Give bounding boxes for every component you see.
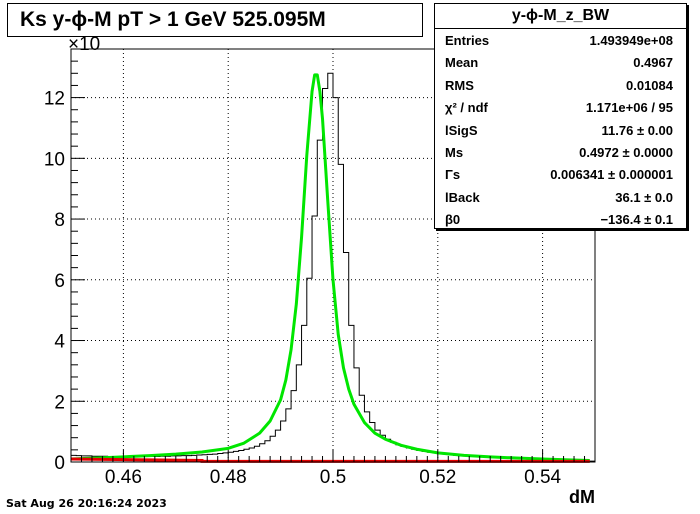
stats-row: lSigS 11.76 ± 0.00 [435,120,686,142]
background-series [70,457,590,463]
stats-key: β0 [445,212,461,228]
stats-row: lBack 36.1 ± 0.0 [435,187,686,209]
stats-value: 0.4972 ± 0.0000 [579,145,673,160]
stats-value: 1.171e+06 / 95 [585,100,673,116]
y-tick-label: 10 [44,149,65,170]
stats-box: y-ϕ-M_z_BW Entries 1.493949e+08 Mean 0.4967… [434,3,687,229]
stats-key: lBack [445,189,480,205]
background-curve [70,457,590,463]
stats-key: Entries [445,33,490,48]
y-tick-label: 8 [54,210,65,231]
x-axis-label: dM [569,487,595,507]
y-multiplier-label: ×10 [68,34,100,55]
stats-value: 0.01084 [626,77,673,93]
stats-row: β0 −136.4 ± 0.1 [435,209,686,231]
y-tick-label: 2 [54,392,65,413]
stats-key: Γs [445,167,461,183]
chart-title: Ks y-ϕ-M pT > 1 GeV 525.095M [7,3,423,37]
stats-row: Γs 0.006341 ± 0.000001 [435,164,686,186]
stats-title: y-ϕ-M_z_BW [435,4,686,29]
stats-key: RMS [445,77,474,93]
stats-value: 1.493949e+08 [589,33,673,48]
stats-value: 0.006341 ± 0.000001 [550,167,673,183]
y-tick-label: 0 [54,453,65,474]
x-tick-label: 0.54 [524,467,561,488]
stats-row: χ² / ndf 1.171e+06 / 95 [435,97,686,119]
stats-value: 11.76 ± 0.00 [601,122,673,138]
axes [70,48,596,463]
y-tick-label: 4 [54,332,65,353]
stats-value: 36.1 ± 0.0 [615,189,673,205]
x-tick-label: 0.52 [419,467,456,488]
y-tick-label: 6 [54,271,65,292]
stats-row: RMS 0.01084 [435,75,686,97]
stats-row: Ms 0.4972 ± 0.0000 [435,142,686,164]
stats-key: Mean [445,55,479,71]
fit-series [70,73,590,462]
y-tick-label: 12 [44,89,65,110]
x-tick-label: 0.5 [320,467,346,488]
fit-curve [70,73,590,462]
stats-key: Ms [445,145,464,160]
axis-labels: 0.46 0.48 0.5 0.52 0.54 0 2 4 6 8 10 12 dM ×10 [44,34,595,507]
stats-key: lSigS [445,122,478,138]
x-tick-label: 0.48 [210,467,247,488]
x-tick-label: 0.46 [105,467,142,488]
stats-value: −136.4 ± 0.1 [600,212,673,228]
timestamp: Sat Aug 26 20:16:24 2023 [6,497,167,510]
stats-row: Entries 1.493949e+08 [435,30,686,52]
stats-value: 0.4967 [633,55,673,71]
stats-key: χ² / ndf [445,100,488,116]
stats-row: Mean 0.4967 [435,52,686,74]
